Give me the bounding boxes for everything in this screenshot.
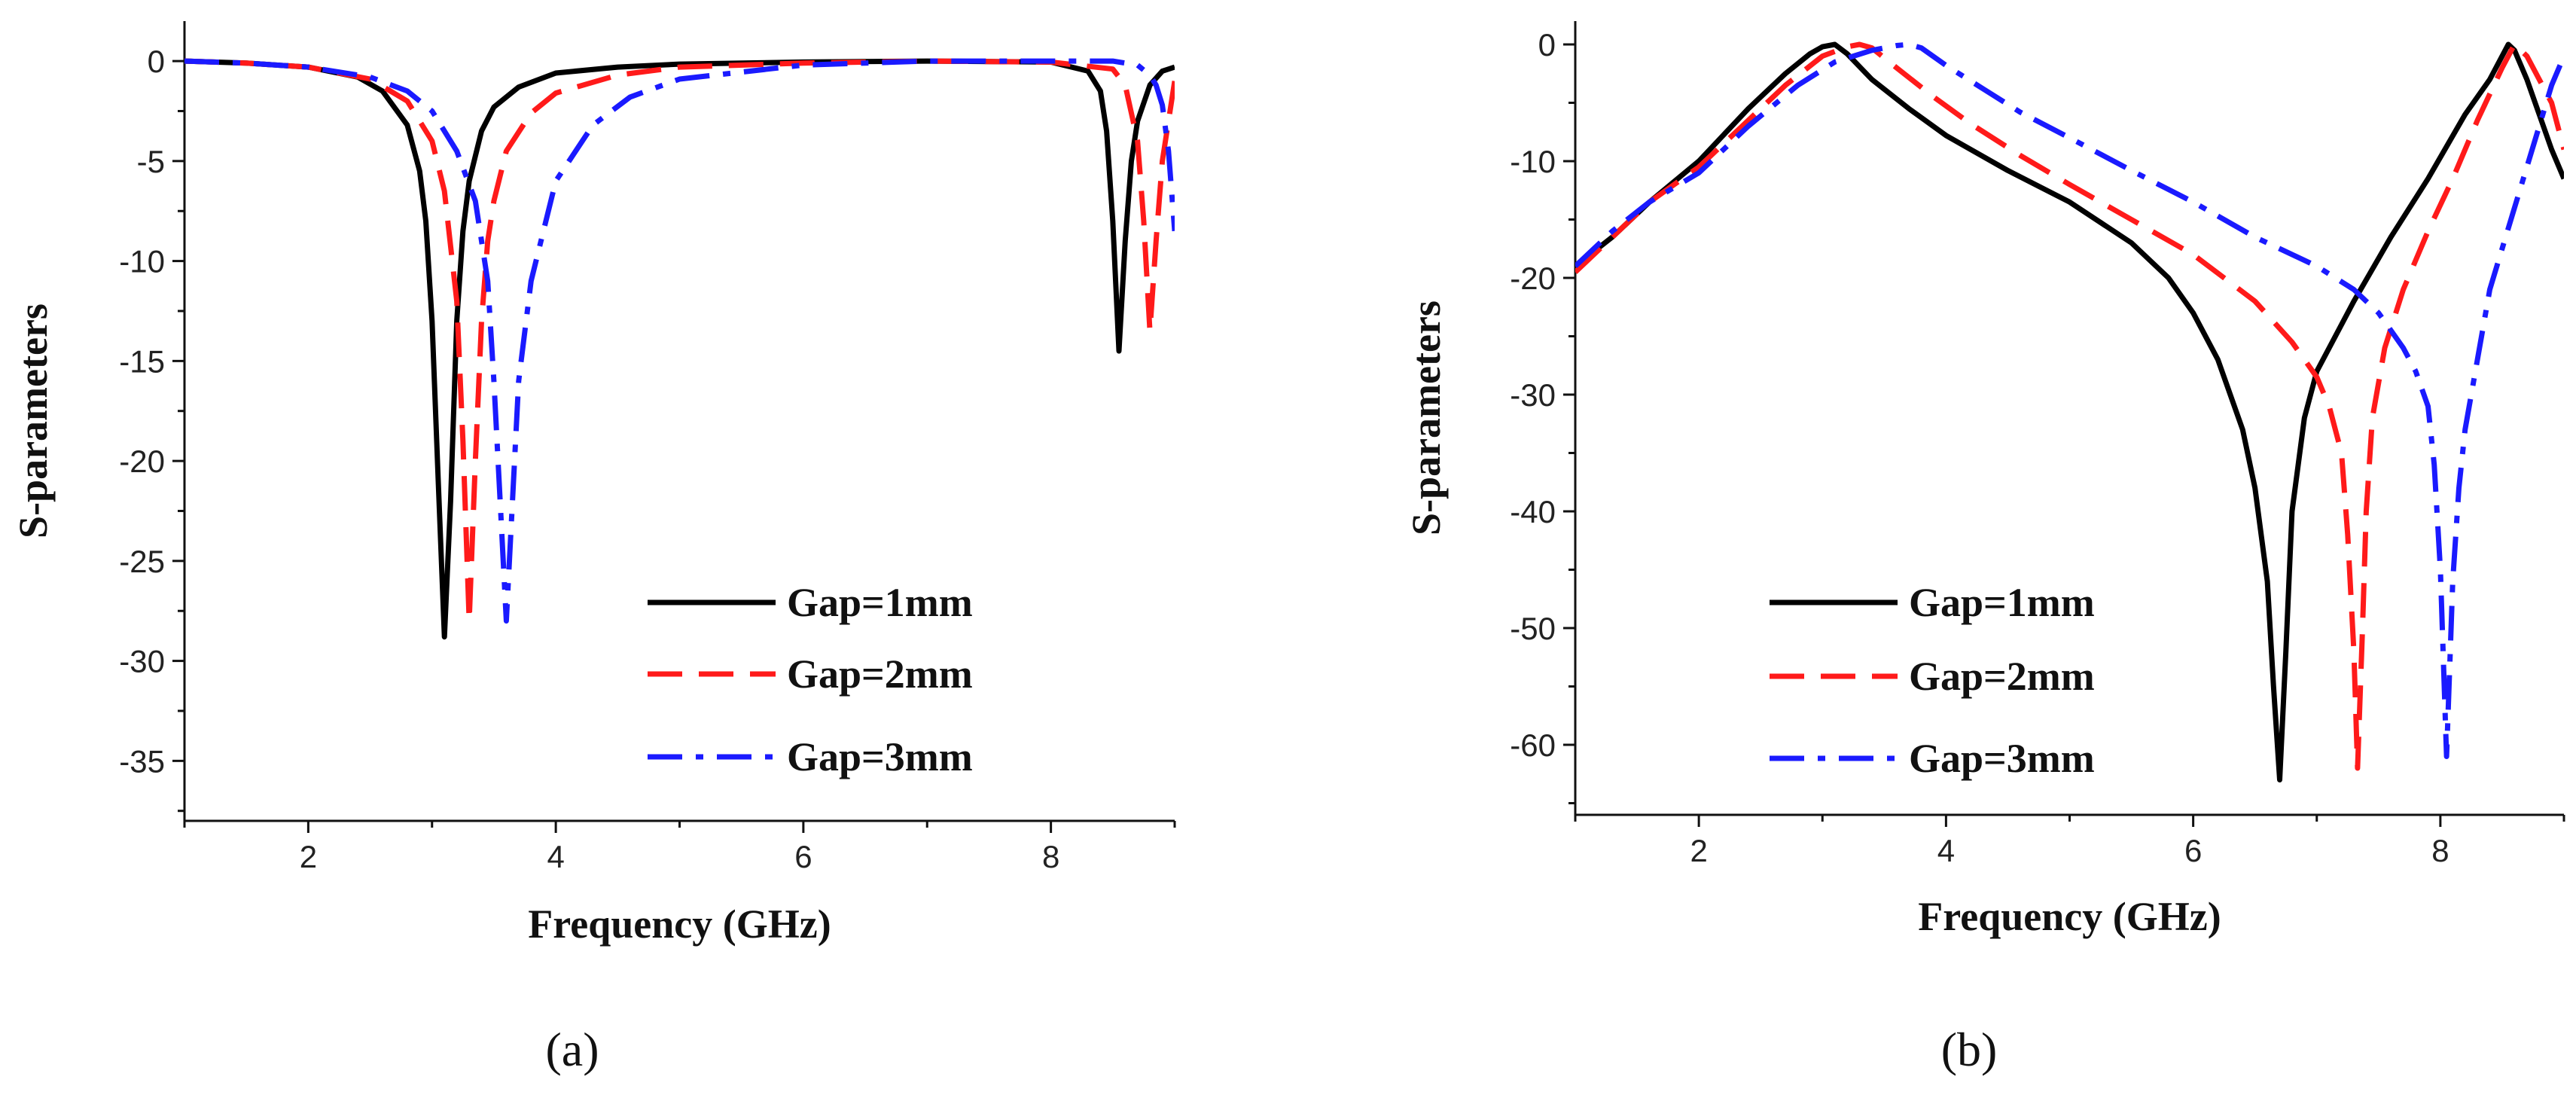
y-tick-label: -15	[119, 343, 165, 379]
legend-entry: Gap=2mm	[787, 651, 973, 697]
series-line-gap-2mm	[1575, 41, 2564, 771]
y-tick-label: -35	[119, 743, 165, 779]
legend-entry: Gap=1mm	[1909, 580, 2095, 625]
legend-entry: Gap=1mm	[787, 580, 973, 625]
series-line-gap-2mm	[184, 58, 1175, 624]
x-tick-label: 6	[2184, 833, 2202, 868]
legend: Gap=1mm Gap=2mm Gap=3mm	[648, 580, 973, 779]
y-tick-label: -30	[119, 644, 165, 679]
chart-panel-a: 2 4 6 8 0 -5 -10 -15 -20 -25 -30 -35 Frequency (GHz)…	[11, 21, 1176, 1076]
chart-panel-b: 2 4 6 8 0 -10 -20 -30 -40 -50 -60 Frequency (GHz) S-…	[1404, 21, 2565, 1076]
legend-entry: Gap=2mm	[1909, 654, 2095, 699]
series-line-gap-3mm	[1575, 41, 2564, 759]
y-tick-label: -5	[137, 144, 165, 179]
x-tick-label: 2	[1690, 833, 1707, 868]
series-line-gap-3mm	[184, 58, 1175, 624]
x-axis-label: Frequency (GHz)	[528, 901, 831, 947]
y-tick-label: -30	[1510, 377, 1556, 413]
legend-entry: Gap=3mm	[787, 734, 973, 779]
x-tick-label: 6	[794, 839, 812, 874]
y-tick-label: -20	[119, 444, 165, 479]
y-tick-label: -25	[119, 544, 165, 579]
series-line-gap-1mm	[184, 58, 1175, 640]
x-tick-label: 8	[2431, 833, 2449, 868]
legend: Gap=1mm Gap=2mm Gap=3mm	[1770, 580, 2095, 781]
x-axis-label: Frequency (GHz)	[1918, 894, 2221, 939]
y-tick-label: 0	[1538, 27, 1556, 63]
y-axis-label: S-parameters	[1404, 300, 1449, 535]
x-tick-label: 2	[300, 839, 317, 874]
y-tick-label: -10	[1510, 144, 1556, 179]
y-tick-label: 0	[148, 44, 165, 79]
y-tick-label: -10	[119, 244, 165, 279]
panel-label: (a)	[545, 1023, 599, 1076]
y-tick-label: -40	[1510, 494, 1556, 529]
y-tick-label: -20	[1510, 261, 1556, 296]
y-tick-label: -60	[1510, 727, 1556, 763]
y-tick-label: -50	[1510, 611, 1556, 646]
x-tick-label: 8	[1042, 839, 1059, 874]
legend-entry: Gap=3mm	[1909, 736, 2095, 781]
x-tick-label: 4	[1937, 833, 1955, 868]
panel-label: (b)	[1941, 1023, 1998, 1076]
series-line-gap-1mm	[1575, 41, 2564, 782]
y-axis-label: S-parameters	[11, 303, 56, 538]
x-tick-label: 4	[547, 839, 564, 874]
